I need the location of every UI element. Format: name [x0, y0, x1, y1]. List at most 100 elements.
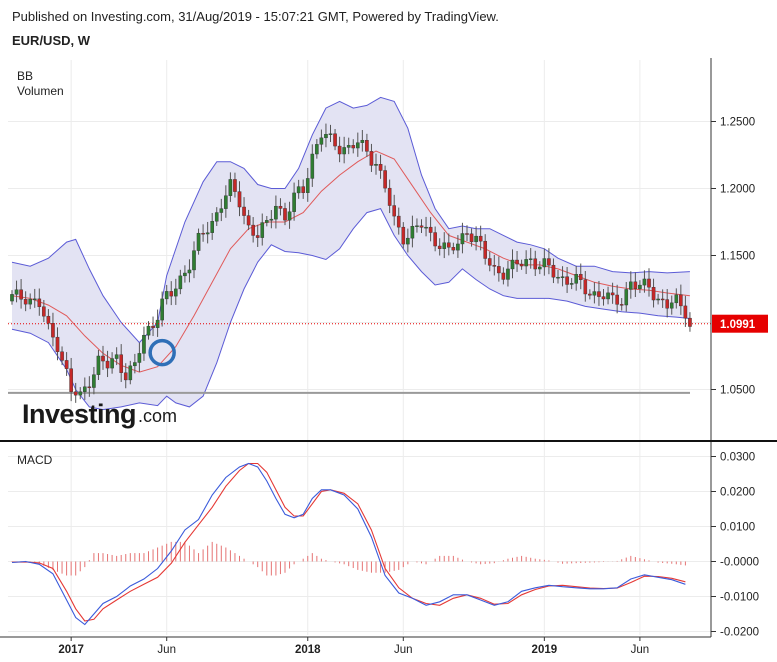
candle-body: [465, 233, 469, 235]
candle-body: [428, 226, 433, 233]
x-tick-label: 2019: [532, 644, 558, 656]
candle-body: [55, 336, 60, 352]
candle-body: [92, 374, 96, 388]
candle-body: [196, 232, 201, 251]
candle-body: [374, 164, 378, 166]
candle-body: [396, 215, 401, 228]
candle-body: [219, 208, 224, 213]
candle-body: [64, 360, 69, 369]
x-tick-label: 2017: [58, 644, 84, 656]
candle-body: [606, 292, 610, 300]
macd-tick-label: -0.0200: [720, 627, 759, 639]
candle-body: [501, 272, 506, 280]
candle-body: [656, 298, 660, 301]
candle-body: [483, 240, 488, 259]
x-tick-label: Jun: [157, 644, 176, 656]
macd-tick-label: -0.0100: [720, 592, 759, 604]
candle-body: [78, 391, 83, 396]
last-price-label: 1.0991: [720, 319, 756, 331]
candle-body: [283, 208, 287, 221]
candle-body: [610, 292, 615, 296]
candle-body: [183, 272, 187, 277]
candle-body: [301, 186, 306, 193]
candle-body: [660, 298, 665, 301]
candle-body: [356, 142, 360, 149]
candle-body: [319, 137, 324, 145]
macd-tick-label: 0.0200: [720, 487, 755, 499]
candle-body: [269, 218, 274, 221]
candle-body: [214, 212, 219, 222]
candle-body: [574, 274, 578, 284]
candle-body: [633, 281, 638, 289]
candle-body: [246, 215, 251, 226]
candle-body: [51, 323, 55, 338]
candle-body: [328, 133, 333, 135]
candle-body: [383, 170, 387, 189]
candle-body: [114, 354, 119, 359]
candle-body: [528, 258, 533, 260]
candle-body: [578, 274, 583, 280]
bollinger-upper-line: [11, 96, 690, 344]
candle-body: [87, 386, 92, 389]
candle-body: [474, 235, 478, 243]
candle-body: [406, 237, 410, 245]
candle-body: [369, 151, 374, 166]
candle-body: [565, 276, 569, 285]
candle-body: [556, 276, 560, 279]
candle-body: [310, 153, 315, 179]
candle-body: [533, 258, 538, 270]
candle-body: [105, 360, 110, 369]
candle-body: [274, 205, 278, 220]
x-tick-label: Jun: [631, 644, 650, 656]
candle-body: [287, 211, 292, 221]
candle-body: [101, 355, 105, 362]
candle-body: [60, 351, 64, 361]
candle-body: [515, 259, 519, 265]
candle-body: [260, 222, 265, 238]
candle-body: [415, 225, 419, 227]
candle-body: [674, 294, 679, 304]
candle-body: [638, 284, 642, 289]
candle-body: [337, 145, 342, 155]
candle-body: [242, 206, 246, 216]
candle-body: [601, 296, 606, 300]
candle-body: [292, 192, 296, 212]
candle-body: [278, 205, 283, 209]
candle-body: [19, 289, 23, 300]
candle-body: [133, 362, 137, 367]
candle-body: [629, 281, 633, 290]
candle-body: [119, 354, 123, 373]
candle-body: [360, 139, 365, 143]
candle-body: [519, 263, 524, 267]
candle-body: [588, 293, 592, 296]
candle-body: [37, 298, 42, 307]
candle-body: [487, 258, 492, 266]
candle-body: [451, 247, 456, 251]
candle-body: [510, 259, 515, 270]
candle-body: [69, 368, 73, 392]
candle-body: [437, 245, 442, 249]
candle-body: [255, 235, 260, 238]
candle-body: [442, 242, 447, 249]
bollinger-band-fill: [12, 97, 690, 410]
candle-body: [228, 179, 233, 196]
candle-body: [478, 235, 483, 242]
candle-body: [164, 291, 169, 300]
candle-body: [151, 325, 155, 328]
highlight-circle: [148, 338, 176, 367]
candle-body: [187, 269, 192, 274]
candle-body: [497, 266, 501, 274]
candle-body: [542, 258, 547, 268]
candle-body: [296, 186, 301, 194]
candle-body: [265, 220, 269, 223]
candle-body: [615, 294, 619, 305]
candle-body: [679, 294, 683, 307]
candle-body: [569, 283, 574, 285]
candle-body: [560, 276, 565, 278]
candle-body: [305, 178, 310, 193]
candle-body: [28, 298, 33, 305]
candle-body: [547, 258, 551, 266]
candle-body: [683, 305, 688, 319]
candle-body: [424, 226, 428, 229]
signal-line: [11, 462, 686, 622]
